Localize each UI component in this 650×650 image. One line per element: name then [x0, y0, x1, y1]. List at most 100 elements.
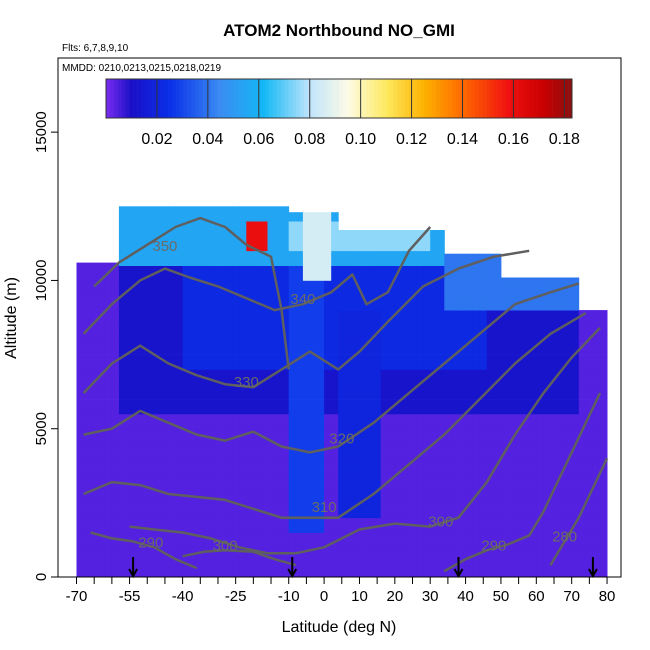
field-cell — [239, 428, 247, 444]
field-cell — [76, 473, 84, 489]
field-cell — [423, 235, 431, 252]
field-cell — [458, 532, 466, 548]
field-cell — [210, 221, 219, 237]
field-cell — [218, 324, 226, 341]
field-cell — [331, 532, 339, 548]
field-cell — [302, 562, 311, 578]
contour-label: 290 — [481, 537, 506, 554]
field-cell — [203, 384, 212, 400]
field-cell — [578, 532, 587, 548]
colorbar-swatch — [533, 79, 538, 118]
field-cell — [302, 547, 311, 563]
field-cell — [592, 502, 601, 519]
field-cell — [571, 369, 580, 385]
field-cell — [536, 277, 544, 281]
field-cell — [154, 384, 162, 400]
field-cell — [500, 502, 509, 519]
colorbar-swatch — [265, 79, 270, 118]
colorbar-swatch — [393, 79, 398, 118]
field-cell — [126, 547, 134, 563]
x-tick-label: -55 — [119, 588, 141, 605]
field-cell — [175, 310, 183, 326]
field-cell — [246, 221, 254, 237]
field-cell — [196, 384, 205, 400]
field-cell — [196, 295, 205, 311]
field-cell — [352, 354, 360, 370]
field-cell — [493, 443, 502, 459]
field-cell — [522, 339, 530, 355]
field-cell — [232, 235, 240, 252]
field-cell — [529, 310, 537, 326]
field-cell — [465, 562, 474, 578]
colorbar-swatch — [222, 79, 227, 118]
colorbar-swatch — [296, 79, 301, 118]
field-cell — [232, 324, 240, 341]
field-cell — [472, 295, 481, 311]
field-cell — [550, 473, 558, 489]
field-cell — [352, 250, 360, 266]
field-cell — [274, 428, 283, 444]
field-cell — [133, 265, 141, 281]
field-cell — [409, 413, 417, 430]
field-cell — [90, 517, 99, 533]
field-cell — [253, 458, 261, 474]
field-cell — [366, 502, 374, 519]
field-cell — [437, 369, 445, 385]
field-cell — [451, 253, 459, 266]
field-cell — [401, 384, 410, 400]
field-cell — [373, 339, 382, 355]
field-cell — [302, 212, 311, 222]
field-cell — [571, 547, 580, 563]
field-cell — [161, 517, 169, 533]
field-cell — [359, 547, 367, 563]
field-cell — [465, 339, 474, 355]
field-cell — [465, 253, 474, 266]
x-tick-label: 60 — [528, 588, 545, 605]
colorbar-tick-label: 0.16 — [498, 131, 529, 148]
field-cell — [331, 517, 339, 533]
field-cell — [571, 399, 580, 415]
field-cell — [515, 280, 523, 296]
field-cell — [508, 324, 516, 341]
field-cell — [324, 502, 332, 519]
field-cell — [592, 547, 601, 563]
colorbar-swatch — [179, 79, 184, 118]
field-cell — [529, 458, 537, 474]
field-cell — [522, 295, 530, 311]
field-cell — [416, 473, 424, 489]
field-cell — [352, 369, 360, 385]
field-cell — [508, 488, 516, 504]
colorbar-swatch — [168, 79, 173, 118]
field-cell — [210, 488, 219, 504]
field-cell — [260, 369, 268, 385]
field-cell — [416, 295, 424, 311]
field-cell — [387, 354, 396, 370]
field-cell — [295, 458, 304, 474]
field-cell — [557, 488, 565, 504]
field-cell — [508, 428, 516, 444]
field-cell — [218, 532, 226, 548]
field-cell — [76, 413, 84, 430]
contour-line — [90, 531, 198, 570]
field-cell — [267, 265, 275, 281]
field-cell — [352, 265, 360, 281]
field-cell — [232, 339, 240, 355]
field-cell — [203, 295, 212, 311]
field-cell — [394, 230, 403, 237]
field-cell — [352, 458, 360, 474]
field-cell — [140, 206, 148, 222]
field-cell — [147, 206, 155, 222]
field-cell — [536, 488, 544, 504]
field-cell — [430, 413, 438, 430]
field-cell — [133, 206, 141, 222]
field-cell — [451, 488, 459, 504]
field-cell — [104, 517, 113, 533]
field-cell — [118, 324, 127, 341]
field-cell — [225, 265, 233, 281]
field-cell — [260, 221, 268, 237]
field-cell — [274, 458, 283, 474]
field-cell — [239, 473, 247, 489]
field-cell — [203, 413, 212, 430]
field-cell — [451, 428, 459, 444]
field-cell — [352, 443, 360, 459]
